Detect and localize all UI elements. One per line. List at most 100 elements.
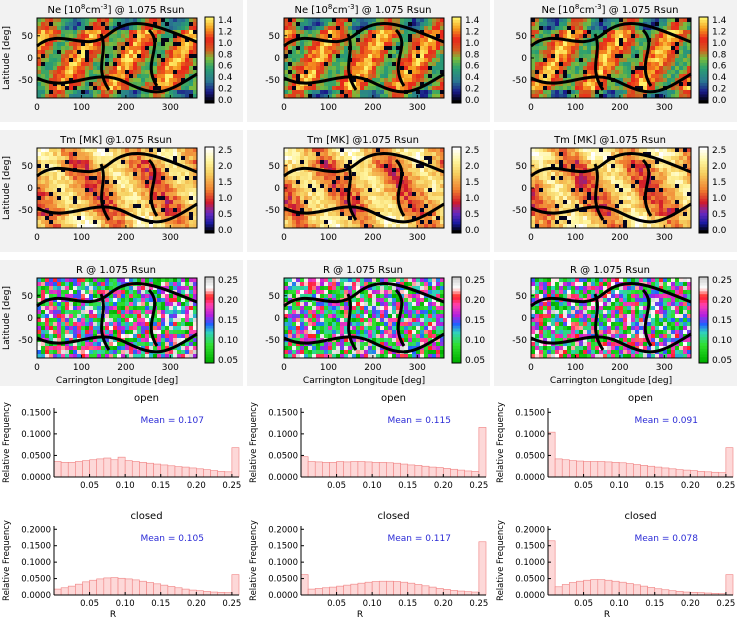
heatmap-cell — [408, 224, 413, 229]
heatmap-cell — [587, 26, 592, 31]
heatmap-cell — [567, 148, 572, 153]
heatmap-cell — [555, 62, 560, 67]
heatmap-cell — [169, 78, 174, 83]
heatmap-cell — [109, 172, 114, 177]
heatmap-cell — [563, 94, 568, 99]
heatmap-cell — [141, 70, 146, 75]
heatmap-cell — [563, 82, 568, 87]
colorbar-segment — [452, 54, 461, 58]
heatmap-cell — [567, 172, 572, 177]
heatmap-cell — [543, 180, 548, 185]
heatmap-cell — [555, 160, 560, 165]
heatmap-cell — [348, 66, 353, 71]
heatmap-cell — [105, 152, 110, 157]
heatmap-cell — [53, 204, 58, 209]
heatmap-cell — [41, 86, 46, 91]
heatmap-cell — [336, 74, 341, 79]
heatmap-cell — [555, 176, 560, 181]
heatmap-cell — [165, 66, 170, 71]
heatmap-cell — [153, 58, 158, 63]
heatmap-cell — [551, 18, 556, 23]
heatmap-cell — [189, 216, 194, 221]
heatmap-cell — [583, 176, 588, 181]
heatmap-cell — [611, 58, 616, 63]
heatmap-cell — [428, 188, 433, 193]
heatmap-cell — [531, 66, 536, 71]
heatmap-cell — [535, 184, 540, 189]
heatmap-cell — [300, 42, 305, 47]
heatmap-cell — [631, 212, 636, 217]
heatmap-cell — [113, 176, 118, 181]
contour-line — [530, 72, 692, 94]
heatmap-cell — [535, 160, 540, 165]
heatmap-cell — [396, 224, 401, 229]
x-tick-label: 100 — [320, 103, 337, 113]
heatmap-cell — [141, 208, 146, 213]
heatmap-cell — [420, 66, 425, 71]
heatmap-cell — [388, 208, 393, 213]
heatmap-cell — [623, 220, 628, 225]
heatmap-cell — [583, 184, 588, 189]
heatmap-cell — [101, 148, 106, 153]
heatmap-cell — [408, 196, 413, 201]
colorbar-tick-label: 0.6 — [712, 62, 727, 72]
heatmap-cell — [344, 94, 349, 99]
heatmap-cell — [384, 38, 389, 43]
heatmap-cell — [125, 18, 130, 23]
heatmap-cell — [396, 184, 401, 189]
heatmap-cell — [547, 220, 552, 225]
heatmap-cell — [41, 168, 46, 173]
heatmap-cell — [571, 34, 576, 39]
heatmap-cell — [332, 196, 337, 201]
heatmap-cell — [575, 196, 580, 201]
heatmap-cell — [109, 86, 114, 91]
heatmap-cell — [388, 70, 393, 75]
heatmap-cell — [288, 46, 293, 51]
heatmap-cell — [69, 42, 74, 47]
heatmap-cell — [587, 192, 592, 197]
heatmap-cell — [551, 148, 556, 153]
heatmap-cell — [53, 224, 58, 229]
heatmap-cell — [400, 30, 405, 35]
heatmap-cell — [145, 180, 150, 185]
heatmap-cell — [615, 34, 620, 39]
heatmap-cell — [81, 62, 86, 67]
heatmap-cell — [340, 200, 345, 205]
heatmap-cell — [356, 82, 361, 87]
heatmap-cell — [344, 30, 349, 35]
heatmap-cell — [424, 192, 429, 197]
heatmap-cell — [344, 180, 349, 185]
heatmap-cell — [392, 196, 397, 201]
heatmap-cell — [400, 216, 405, 221]
heatmap-cell — [181, 168, 186, 173]
heatmap-cell — [105, 196, 110, 201]
heatmap-cell — [157, 148, 162, 153]
heatmap-cell — [376, 18, 381, 23]
heatmap-cell — [404, 18, 409, 23]
heatmap-cell — [392, 208, 397, 213]
heatmap-cell — [388, 200, 393, 205]
heatmap-cell — [623, 38, 628, 43]
heatmap-cell — [113, 78, 118, 83]
heatmap-cell — [428, 168, 433, 173]
colorbar-segment — [452, 192, 461, 197]
heatmap-cell — [89, 220, 94, 225]
heatmap-cell — [396, 38, 401, 43]
heatmap-cell — [181, 220, 186, 225]
heatmap-cell — [651, 184, 656, 189]
heatmap-cell — [69, 90, 74, 95]
heatmap-cell — [428, 160, 433, 165]
heatmap-cell — [57, 168, 62, 173]
heatmap-cell — [69, 204, 74, 209]
heatmap-cell — [531, 30, 536, 35]
heatmap-cell — [320, 70, 325, 75]
heatmap-cell — [101, 160, 106, 165]
heatmap-cell — [420, 204, 425, 209]
heatmap-cell — [161, 50, 166, 55]
heatmap-cell — [45, 160, 50, 165]
heatmap-cell — [308, 42, 313, 47]
heatmap-cell — [324, 42, 329, 47]
heatmap-cell — [81, 192, 86, 197]
heatmap-cell — [185, 200, 190, 205]
heatmap-cell — [181, 204, 186, 209]
